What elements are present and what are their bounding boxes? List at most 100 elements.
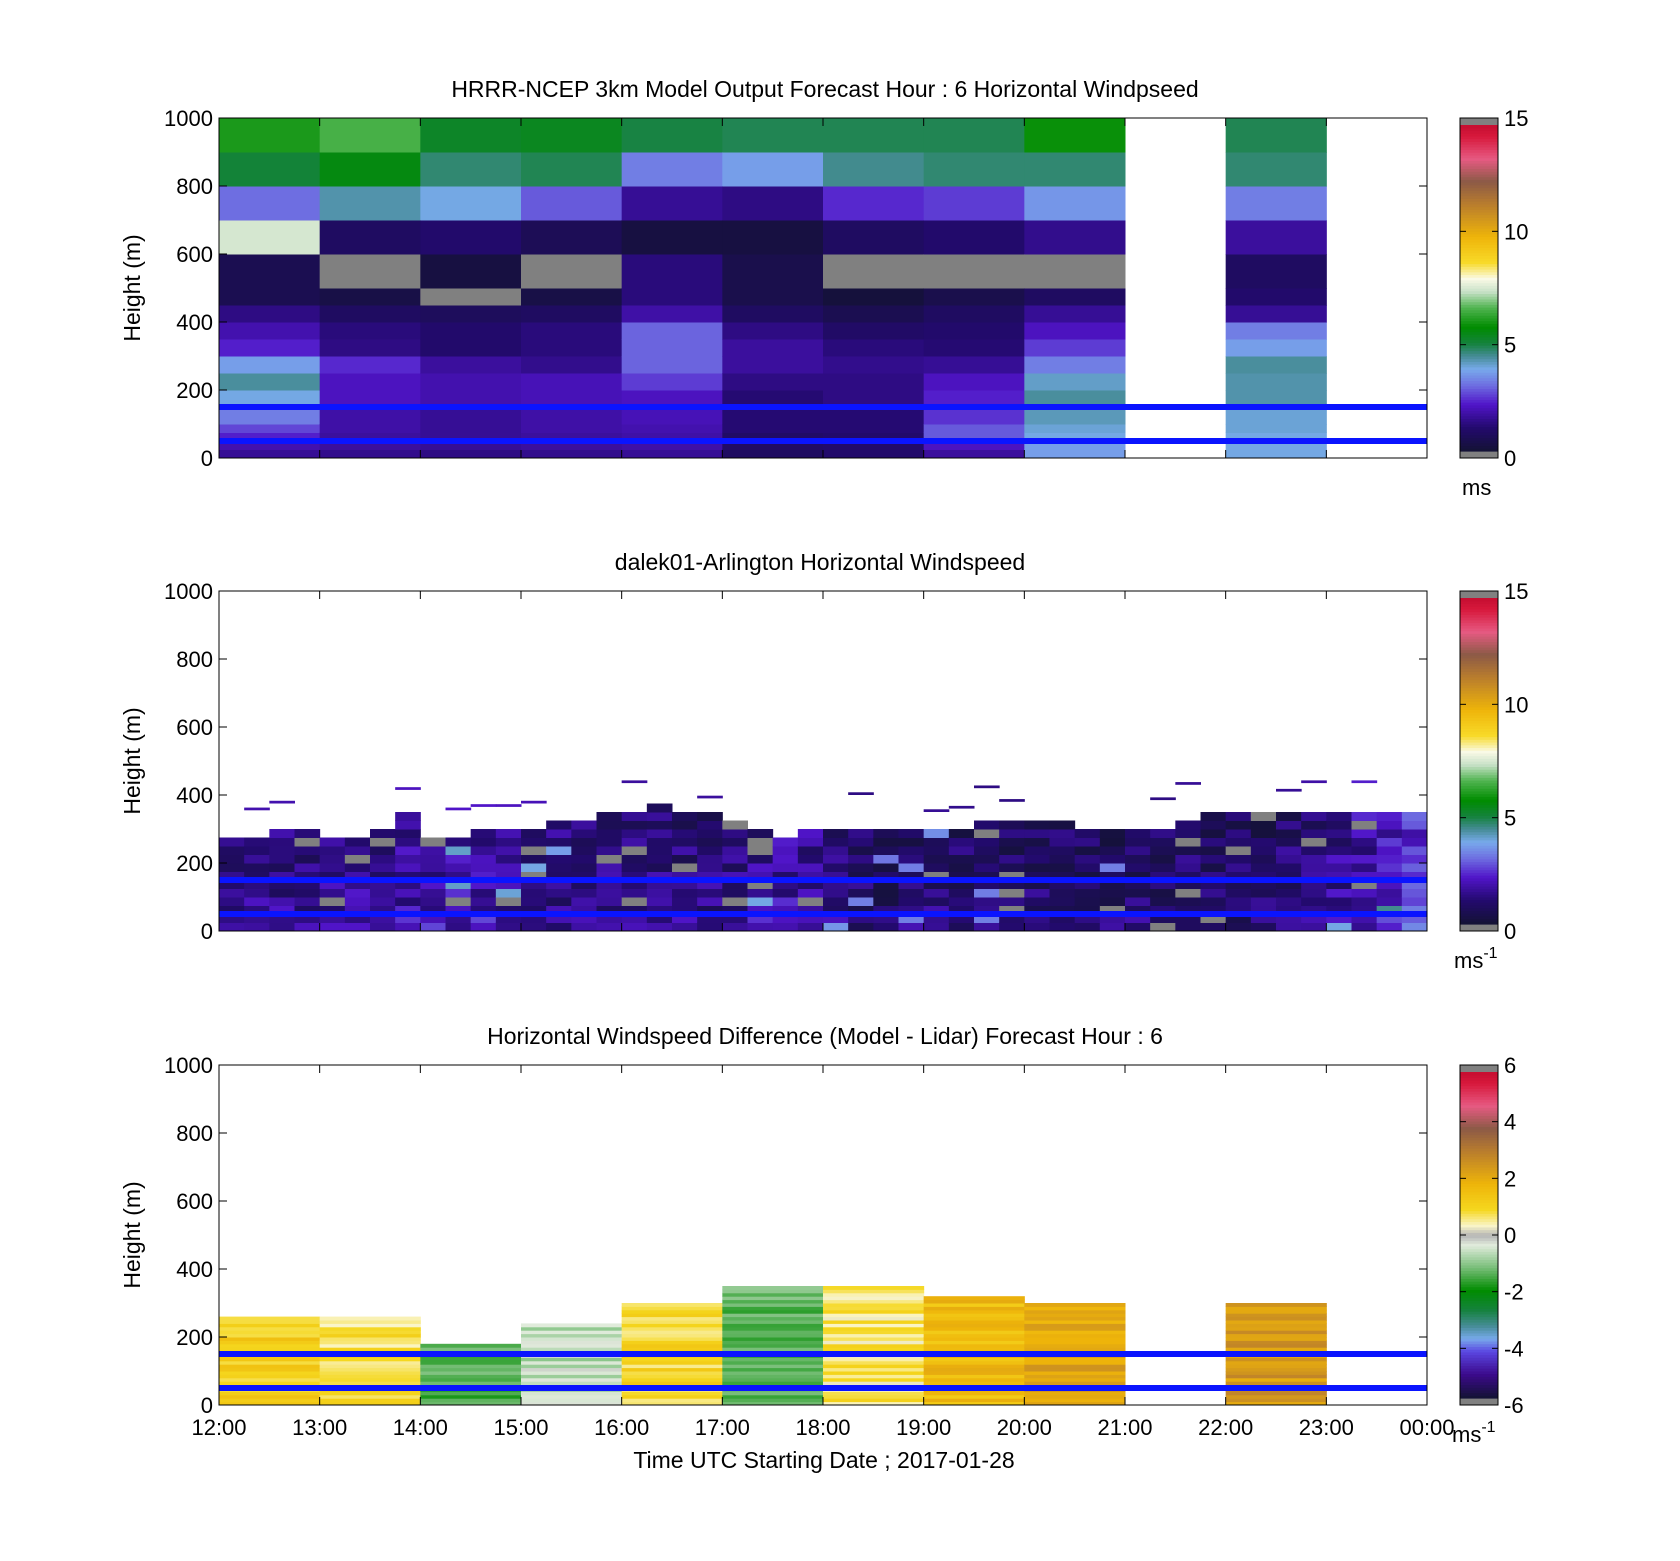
colorbar-tick-label: 10 [1504, 219, 1528, 244]
heatmap-cell [722, 1377, 824, 1382]
colorbar-swatch [1460, 812, 1498, 816]
colorbar-swatch [1460, 217, 1498, 221]
heatmap-cell [797, 863, 824, 872]
colorbar-swatch [1460, 279, 1498, 284]
heatmap-cell [319, 1377, 421, 1382]
colorbar-swatch [1460, 1199, 1498, 1203]
colorbar-swatch [1460, 1235, 1498, 1239]
colorbar-swatch [1460, 1389, 1498, 1394]
heatmap-cell [621, 1391, 723, 1396]
colorbar-swatch [1460, 173, 1498, 178]
colorbar-swatch [1460, 1224, 1498, 1228]
heatmap-cell [1125, 854, 1151, 864]
heatmap-cell [219, 424, 321, 433]
heatmap-cell [1225, 922, 1252, 931]
heatmap-cell [1024, 1337, 1126, 1341]
heatmap-cell [571, 829, 597, 838]
heatmap-cell [1351, 914, 1378, 923]
heatmap-cell [722, 905, 748, 915]
heatmap-cell [823, 220, 925, 255]
colorbar-swatch [1460, 152, 1498, 156]
heatmap-cell [999, 829, 1025, 838]
heatmap-cell [848, 888, 874, 898]
colorbar-swatch [1460, 1243, 1498, 1247]
colorbar-swatch [1460, 1387, 1498, 1391]
colorbar-swatch [1460, 260, 1498, 265]
colorbar-swatch [1460, 1240, 1498, 1244]
heatmap-cell [621, 1364, 723, 1369]
heatmap-cell [370, 871, 396, 881]
heatmap-cell [672, 897, 698, 906]
colorbar-swatch [1460, 277, 1498, 281]
heatmap-cell [1301, 854, 1327, 864]
heatmap-cell [521, 914, 547, 923]
colorbar-swatch [1460, 309, 1498, 314]
heatmap-cell [772, 863, 799, 872]
colorbar-swatch [1460, 720, 1498, 724]
heatmap-cell [722, 390, 824, 408]
x-tick-label: 16:00 [594, 1415, 649, 1440]
heatmap-cell [1401, 812, 1427, 821]
heatmap-cell [923, 1309, 1025, 1314]
colorbar-swatch [1460, 1229, 1498, 1233]
heatmap-cell [1250, 812, 1277, 821]
heatmap-cell [772, 871, 799, 881]
heatmap-cell [521, 829, 547, 838]
heatmap-cell [470, 905, 497, 915]
heatmap-cell [1225, 449, 1327, 458]
heatmap-cell [420, 1381, 522, 1386]
heatmap-cell [1175, 846, 1201, 855]
heatmap-cell [873, 914, 899, 923]
heatmap-cell [722, 1330, 824, 1335]
heatmap-cell [823, 1330, 925, 1335]
heatmap-cell [1326, 846, 1352, 855]
heatmap-cell [848, 837, 874, 847]
heatmap-cell [923, 888, 950, 898]
y-tick-label: 200 [176, 1325, 213, 1350]
heatmap-cell [420, 1343, 522, 1348]
heatmap-cell [495, 871, 522, 881]
heatmap-cell [1250, 871, 1277, 881]
colorbar-swatch [1460, 225, 1498, 229]
heatmap-cell [269, 837, 295, 847]
heatmap-cell [672, 888, 698, 898]
heatmap-cell [219, 356, 321, 374]
colorbar-cap [1460, 591, 1498, 598]
heatmap-cell [1301, 897, 1327, 906]
colorbar-swatch [1460, 644, 1498, 648]
heatmap-cell [1225, 1357, 1327, 1362]
heatmap-cell [521, 424, 623, 433]
colorbar-swatch [1460, 1346, 1498, 1350]
heatmap-cell [923, 339, 1025, 357]
heatmap-cell [948, 805, 975, 809]
heatmap-cell [420, 922, 446, 931]
heatmap-cell [948, 905, 975, 915]
heatmap-cell [974, 905, 1000, 915]
heatmap-cell [848, 871, 874, 881]
heatmap-cell [621, 829, 648, 838]
heatmap-cell [722, 322, 824, 340]
colorbar-swatch [1460, 676, 1498, 681]
heatmap-cell [1200, 880, 1227, 889]
heatmap-cell [1024, 424, 1126, 433]
y-tick-label: 200 [176, 851, 213, 876]
heatmap-cell [244, 880, 270, 889]
heatmap-cell [621, 905, 648, 915]
heatmap-cell [319, 1333, 421, 1338]
colorbar-swatch [1460, 141, 1498, 145]
heatmap-cell [747, 863, 774, 872]
heatmap-cell [294, 837, 321, 847]
heatmap-cell [319, 449, 421, 458]
heatmap-cell [823, 1292, 925, 1297]
heatmap-cell [1125, 905, 1151, 915]
heatmap-cell [621, 922, 648, 931]
heatmap-cell [1024, 1333, 1126, 1338]
colorbar-swatch [1460, 1313, 1498, 1318]
heatmap-cell [1401, 871, 1427, 881]
heatmap-cell [370, 914, 396, 923]
heatmap-cell [823, 1333, 925, 1338]
heatmap-cell [319, 1374, 421, 1379]
heatmap-cell [1225, 1337, 1327, 1341]
heatmap-cell [848, 905, 874, 915]
heatmap-cell [1376, 820, 1403, 830]
